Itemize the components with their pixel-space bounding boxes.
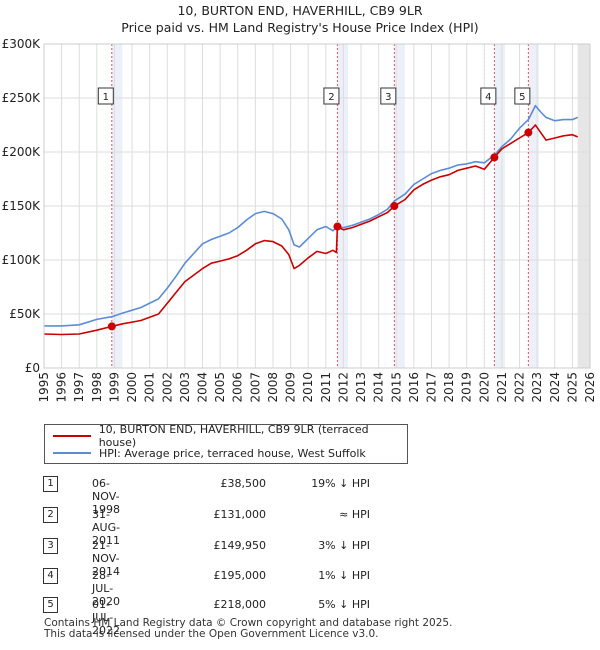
gridlines — [43, 43, 591, 369]
x-tick-label: 1999 — [107, 372, 121, 403]
legend-swatch — [53, 452, 91, 454]
event-number: 3 — [385, 92, 391, 103]
x-tick-label: 2010 — [301, 372, 315, 403]
event-number: 5 — [519, 92, 525, 103]
sale-price: £195,000 — [213, 569, 267, 582]
x-tick-label: 2021 — [495, 372, 509, 403]
x-tick-label: 1998 — [90, 372, 104, 403]
hpi-comparison: 3% ↓ HPI — [318, 539, 370, 552]
footer-licence: This data is licensed under the Open Gov… — [44, 628, 379, 640]
x-tick-label: 2004 — [196, 372, 210, 403]
x-tick-label: 2023 — [530, 372, 544, 403]
sale-price: £149,950 — [213, 539, 267, 552]
hpi-comparison: ≈ HPI — [339, 508, 370, 521]
y-tick-label: £50K — [9, 307, 41, 321]
event-number: 2 — [328, 92, 334, 103]
event-number: 1 — [103, 92, 109, 103]
sale-marker-1 — [107, 322, 116, 331]
x-tick-label: 2025 — [565, 372, 579, 403]
sale-date: 01-JUL-2022 — [92, 598, 120, 637]
x-tick-label: 2022 — [513, 372, 527, 403]
x-tick-label: 1997 — [72, 372, 86, 403]
event-box — [480, 87, 497, 105]
event-number: 5 — [43, 597, 58, 613]
x-tick-label: 2011 — [319, 372, 333, 403]
sale-marker-3 — [390, 202, 399, 211]
event-box — [514, 87, 531, 105]
x-tick-label: 2016 — [407, 372, 421, 403]
hpi-comparison: 19% ↓ HPI — [311, 477, 370, 490]
y-axis-labels: £0 £50K £100K £150K £200K £250K £300K — [2, 37, 42, 375]
sale-price: £218,000 — [213, 598, 267, 611]
sale-price: £38,500 — [220, 477, 267, 490]
x-tick-label: 2018 — [442, 372, 456, 403]
chart-subtitle: Price paid vs. HM Land Registry's House … — [121, 20, 479, 35]
hpi-comparison: 1% ↓ HPI — [318, 569, 370, 582]
x-tick-label: 2017 — [424, 372, 438, 403]
sale-date: 21-NOV-2014 — [92, 539, 120, 578]
event-label-4: 4 — [480, 87, 497, 105]
sale-markers — [107, 128, 533, 331]
legend: 10, BURTON END, HAVERHILL, CB9 9LR (terr… — [44, 423, 408, 464]
legend-item-property: 10, BURTON END, HAVERHILL, CB9 9LR (terr… — [53, 423, 407, 449]
y-tick-label: £300K — [2, 37, 42, 51]
x-tick-label: 2002 — [160, 372, 174, 403]
legend-label: 10, BURTON END, HAVERHILL, CB9 9LR (terr… — [98, 423, 369, 449]
x-tick-label: 2013 — [354, 372, 368, 403]
sale-marker-5 — [524, 128, 533, 137]
x-tick-label: 2006 — [231, 372, 245, 403]
event-number: 2 — [43, 507, 58, 523]
property-price-line — [43, 124, 579, 336]
x-tick-label: 2003 — [178, 372, 192, 403]
x-tick-label: 2009 — [284, 372, 298, 403]
x-tick-label: 2014 — [372, 372, 386, 403]
plot-border — [43, 43, 591, 369]
price-chart: 1 2 3 4 5 £0 £50K £100K £150K £200K £250K £300K 19… — [2, 37, 597, 403]
x-tick-label: 2001 — [143, 372, 157, 403]
event-number: 4 — [43, 568, 58, 584]
x-tick-label: 2026 — [583, 372, 597, 403]
chart-title: 10, BURTON END, HAVERHILL, CB9 9LR — [177, 3, 423, 18]
event-label-2: 2 — [323, 87, 340, 105]
event-box — [380, 87, 397, 105]
x-tick-label: 1996 — [55, 372, 69, 403]
x-tick-label: 2007 — [248, 372, 262, 403]
legend-label: HPI: Average price, terraced house, West… — [99, 446, 366, 460]
event-box — [323, 87, 340, 105]
event-number: 4 — [485, 92, 491, 103]
x-tick-label: 1995 — [37, 372, 51, 403]
sale-price: £131,000 — [213, 508, 267, 521]
x-tick-label: 2005 — [213, 372, 227, 403]
legend-swatch — [53, 435, 91, 437]
event-label-3: 3 — [380, 87, 397, 105]
sale-marker-4 — [490, 153, 499, 162]
x-tick-label: 2000 — [125, 372, 139, 403]
x-axis-labels: 1995 1996 1997 1998 1999 2000 2001 2002 2003 2004… — [37, 372, 597, 403]
event-label-5: 5 — [514, 87, 531, 105]
x-tick-label: 2012 — [336, 372, 350, 403]
event-label-1: 1 — [97, 87, 114, 105]
event-number: 3 — [43, 538, 58, 554]
sale-date: 31-AUG-2011 — [92, 508, 121, 547]
x-tick-label: 2024 — [548, 372, 562, 403]
y-tick-label: £200K — [2, 145, 42, 159]
y-tick-label: £150K — [2, 199, 42, 213]
event-labels: 1 2 3 4 5 — [97, 87, 531, 105]
y-tick-label: £0 — [25, 361, 40, 375]
hpi-comparison: 5% ↓ HPI — [318, 598, 370, 611]
x-tick-label: 2020 — [477, 372, 491, 403]
sale-date: 28-JUL-2020 — [92, 569, 120, 608]
x-tick-label: 2008 — [266, 372, 280, 403]
x-tick-label: 2019 — [460, 372, 474, 403]
event-number: 1 — [43, 476, 58, 492]
footer-copyright: Contains HM Land Registry data © Crown c… — [44, 617, 453, 629]
footer-attribution: Contains HM Land Registry data © Crown c… — [44, 618, 452, 640]
sale-marker-2 — [333, 222, 342, 231]
sale-date: 06-NOV-1998 — [92, 477, 120, 516]
event-box — [97, 87, 114, 105]
y-tick-label: £250K — [2, 91, 42, 105]
x-tick-label: 2015 — [389, 372, 403, 403]
y-tick-label: £100K — [2, 253, 42, 267]
legend-item-hpi: HPI: Average price, terraced house, West… — [53, 446, 366, 460]
